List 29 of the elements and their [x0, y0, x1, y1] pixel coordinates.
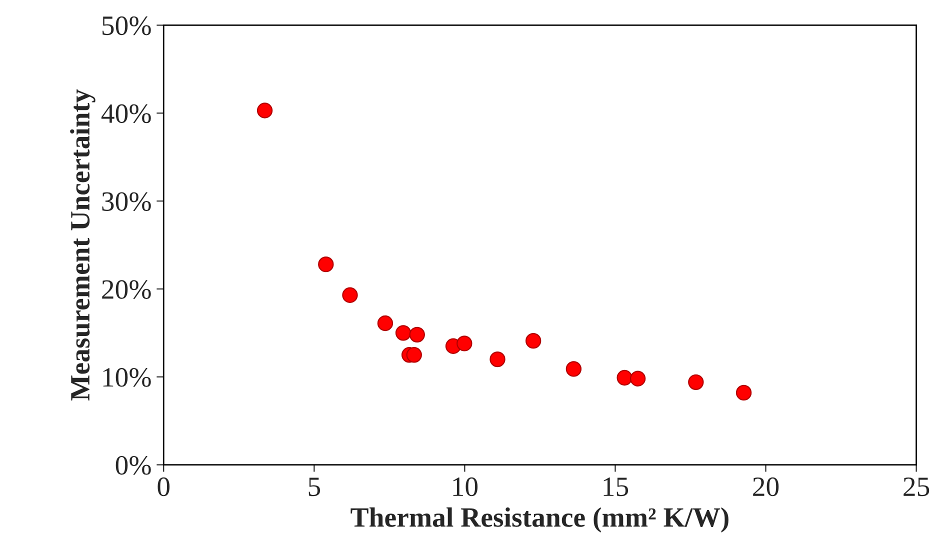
- point: [490, 351, 506, 368]
- point: [456, 336, 472, 352]
- y-tick-label: 40%: [101, 104, 151, 124]
- x-tick-label: 10: [453, 477, 478, 496]
- point: [318, 256, 334, 272]
- point: [409, 326, 425, 343]
- x-tick-label: 15: [604, 478, 628, 496]
- point: [688, 374, 704, 390]
- y-tick-label: 50%: [102, 16, 151, 36]
- y-axis-title: Measurement Uncertainty: [70, 89, 96, 400]
- x-tick-label: 25: [904, 477, 930, 496]
- point: [616, 370, 632, 386]
- x-tick-label: 20: [753, 477, 779, 496]
- x-axis-title: Thermal Resistance (mm² K/W): [350, 507, 728, 533]
- y-tick-label: 10%: [103, 368, 151, 387]
- point: [256, 102, 273, 118]
- point: [630, 370, 646, 386]
- point: [736, 384, 752, 401]
- point: [566, 361, 582, 377]
- y-tick-label: 30%: [102, 192, 151, 212]
- x-tick-label: 0: [158, 477, 170, 496]
- point: [526, 332, 542, 349]
- y-tick-label: 0%: [116, 456, 151, 475]
- y-tick-label: 20%: [102, 280, 151, 299]
- x-tick-label: 5: [308, 478, 320, 496]
- point: [395, 325, 412, 341]
- point: [342, 287, 358, 303]
- point: [406, 347, 422, 363]
- point: [377, 315, 394, 332]
